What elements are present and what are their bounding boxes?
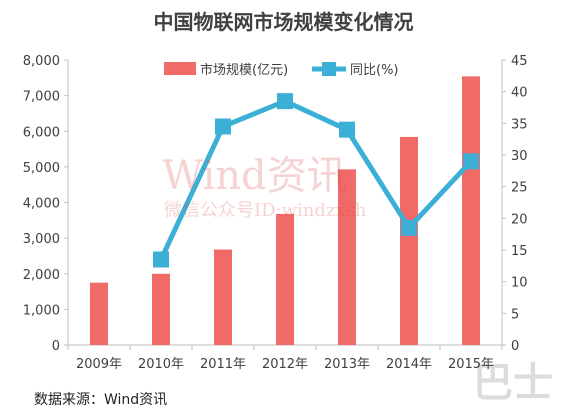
- legend-swatch-bar: [164, 62, 196, 75]
- x-tick-label: 2009年: [76, 357, 122, 372]
- bar: [214, 249, 232, 345]
- y-right-tick-label: 0: [511, 339, 519, 354]
- bar: [400, 136, 418, 345]
- x-tick-label: 2014年: [386, 357, 432, 372]
- y-right-tick-label: 10: [511, 276, 528, 291]
- source-note: 数据来源：Wind资讯: [34, 392, 168, 408]
- bar: [338, 169, 356, 345]
- growth-point: [463, 153, 479, 170]
- y-right-tick-label: 5: [511, 307, 519, 322]
- y-left-tick-label: 8,000: [23, 54, 60, 69]
- bar: [462, 76, 480, 345]
- x-tick-label: 2015年: [448, 357, 494, 372]
- y-right-tick-label: 15: [511, 244, 528, 259]
- y-right-tick-label: 30: [511, 149, 528, 164]
- growth-point: [153, 251, 169, 268]
- y-left-tick-label: 6,000: [23, 125, 60, 140]
- y-right-tick-label: 20: [511, 212, 528, 227]
- y-left-tick-label: 2,000: [23, 268, 60, 283]
- chart-title: 中国物联网市场规模变化情况: [153, 10, 414, 34]
- growth-point: [401, 219, 417, 236]
- y-left-tick-label: 5,000: [23, 161, 60, 176]
- legend-swatch-marker: [322, 62, 336, 76]
- y-right-tick-label: 45: [511, 54, 528, 69]
- growth-point: [339, 121, 355, 138]
- y-left-tick-label: 7,000: [23, 90, 60, 105]
- legend-label-bar: 市场规模(亿元): [200, 62, 288, 78]
- legend-label-line: 同比(%): [350, 63, 399, 78]
- bar: [152, 273, 170, 345]
- x-tick-label: 2012年: [262, 357, 308, 372]
- y-left-tick-label: 3,000: [23, 232, 60, 247]
- y-left-tick-label: 4,000: [23, 197, 60, 212]
- y-right-tick-label: 35: [511, 117, 528, 132]
- growth-point: [277, 93, 293, 110]
- growth-point: [215, 118, 231, 135]
- y-right-tick-label: 25: [511, 181, 528, 196]
- y-left-tick-label: 0: [52, 339, 60, 354]
- x-tick-label: 2011年: [200, 357, 246, 372]
- x-tick-label: 2010年: [138, 357, 184, 372]
- y-right-tick-label: 40: [511, 86, 528, 101]
- y-left-tick-label: 1,000: [23, 303, 60, 318]
- x-tick-label: 2013年: [324, 357, 370, 372]
- bar: [276, 213, 294, 345]
- bar: [90, 282, 108, 345]
- growth-line: [158, 98, 473, 261]
